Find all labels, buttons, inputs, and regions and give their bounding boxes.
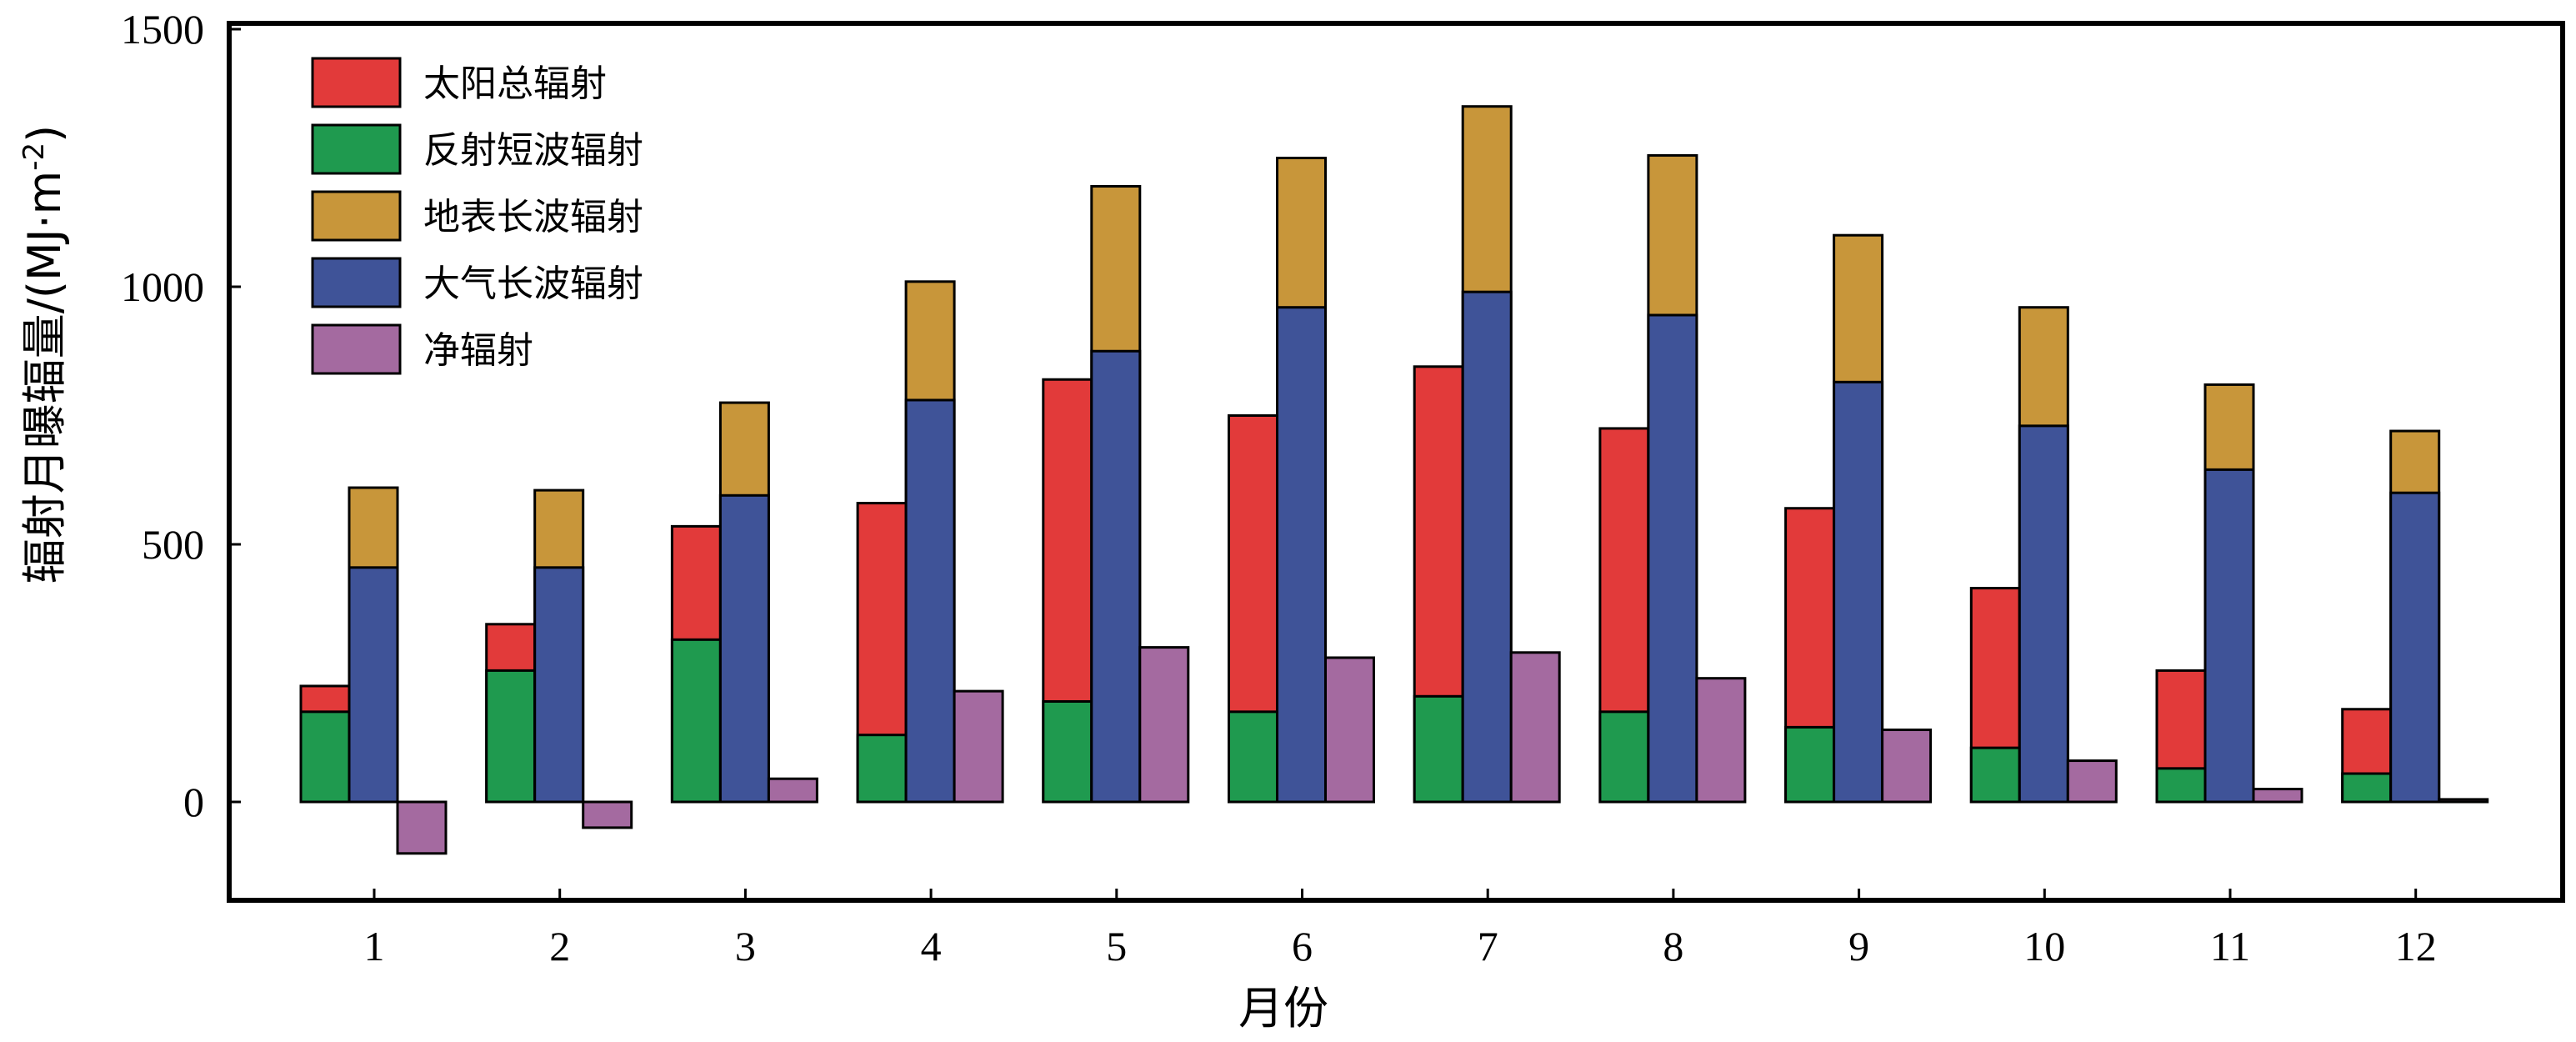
- bar-atmospheric-longwave: [2018, 424, 2069, 804]
- x-tick-label: 2: [549, 923, 570, 969]
- x-tick-label: 12: [2395, 923, 2437, 969]
- legend-swatch: [311, 123, 402, 175]
- bar-atmospheric-longwave: [904, 398, 956, 804]
- y-axis-title-sup: -2: [18, 143, 51, 171]
- bar-net-radiation: [1138, 646, 1190, 804]
- y-axis-title-close: ): [18, 125, 71, 143]
- x-tick-label: 8: [1663, 923, 1683, 969]
- bar-net-radiation: [2066, 759, 2118, 804]
- y-axis-title: 辐射月曝辐量/(MJ·m-2): [18, 125, 71, 584]
- legend-label: 净辐射: [423, 329, 533, 372]
- bar-reflected-shortwave: [1413, 694, 1464, 804]
- x-tick-label: 11: [2210, 923, 2250, 969]
- bar-reflected-shortwave: [1228, 710, 1278, 804]
- plot-frame: [227, 21, 2565, 903]
- bar-reflected-shortwave: [670, 638, 722, 804]
- bar-reflected-shortwave: [299, 710, 351, 804]
- bar-atmospheric-longwave: [348, 566, 399, 804]
- bar-net-radiation: [2438, 798, 2489, 804]
- x-tick-label: 7: [1478, 923, 1498, 969]
- bar-net-radiation: [582, 800, 633, 829]
- y-axis: 0 500 1000 1500: [121, 6, 241, 825]
- x-tick-label: 10: [2023, 923, 2065, 969]
- legend-swatch: [311, 257, 402, 308]
- y-tick-label: 1500: [121, 6, 204, 53]
- bar-net-radiation: [1695, 677, 1747, 804]
- legend-label: 反射短波辐射: [423, 129, 643, 172]
- bars-layer: [299, 105, 2489, 855]
- legend-label: 太阳总辐射: [423, 63, 607, 105]
- x-tick-label: 3: [735, 923, 756, 969]
- legend-swatch: [311, 57, 402, 108]
- x-tick-label: 9: [1848, 923, 1869, 969]
- bar-atmospheric-longwave: [1647, 313, 1698, 804]
- x-tick-label: 4: [921, 923, 942, 969]
- y-tick-label: 1000: [121, 263, 204, 310]
- x-tick-label: 6: [1292, 923, 1313, 969]
- bar-net-radiation: [2252, 788, 2303, 804]
- legend-swatch: [311, 190, 402, 242]
- bar-atmospheric-longwave: [1276, 306, 1327, 804]
- x-axis: 1 2 3 4 5 6 7 8 9 10 11 12: [364, 889, 2437, 969]
- bar-net-radiation: [1881, 728, 1933, 804]
- bar-atmospheric-longwave: [2203, 468, 2255, 804]
- bar-reflected-shortwave: [2155, 767, 2207, 804]
- legend-label: 大气长波辐射: [423, 263, 643, 305]
- y-tick-label: 0: [183, 779, 204, 825]
- bar-atmospheric-longwave: [533, 566, 585, 804]
- legend-swatch: [311, 323, 402, 375]
- bar-net-radiation: [1509, 651, 1561, 804]
- bar-reflected-shortwave: [1784, 725, 1836, 804]
- y-axis-title-main: 辐射月曝辐量/(MJ·m: [18, 171, 71, 584]
- bar-atmospheric-longwave: [1833, 380, 1884, 804]
- bar-atmospheric-longwave: [1461, 290, 1513, 804]
- bar-net-radiation: [767, 777, 818, 804]
- bar-net-radiation: [396, 800, 448, 855]
- x-axis-title: 月份: [1238, 982, 1328, 1034]
- bar-reflected-shortwave: [1969, 746, 2021, 804]
- bar-reflected-shortwave: [1042, 699, 1093, 804]
- bar-reflected-shortwave: [2341, 772, 2393, 804]
- bar-net-radiation: [953, 689, 1004, 804]
- bar-reflected-shortwave: [485, 669, 537, 804]
- y-tick-label: 500: [142, 521, 204, 568]
- x-tick-label: 5: [1106, 923, 1127, 969]
- legend-label: 地表长波辐射: [423, 196, 643, 238]
- bar-reflected-shortwave: [856, 734, 908, 804]
- bar-atmospheric-longwave: [718, 493, 770, 804]
- bar-net-radiation: [1324, 656, 1375, 804]
- bar-atmospheric-longwave: [1090, 349, 1142, 804]
- bar-reflected-shortwave: [1598, 710, 1650, 804]
- x-tick-label: 1: [364, 923, 385, 969]
- bar-atmospheric-longwave: [2389, 491, 2441, 804]
